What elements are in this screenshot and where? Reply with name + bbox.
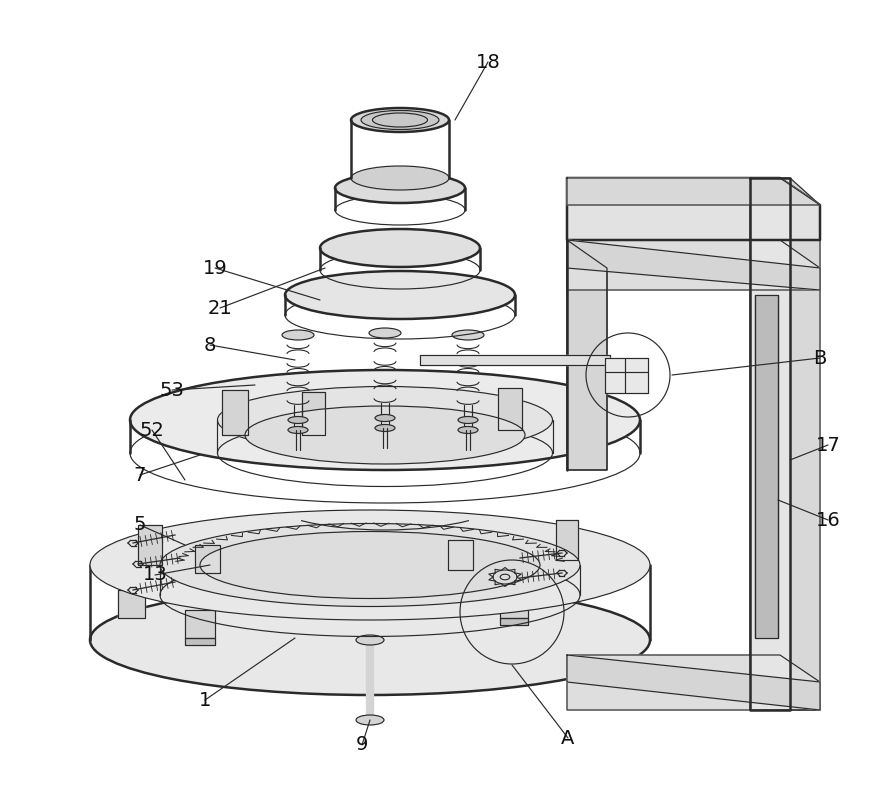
- Ellipse shape: [375, 415, 395, 422]
- Text: 1: 1: [198, 690, 211, 710]
- Polygon shape: [567, 240, 607, 470]
- Polygon shape: [567, 178, 820, 205]
- Ellipse shape: [90, 510, 650, 620]
- Ellipse shape: [351, 166, 449, 190]
- Ellipse shape: [217, 386, 553, 453]
- Text: A: A: [562, 729, 575, 748]
- Polygon shape: [567, 655, 820, 710]
- Text: 19: 19: [203, 258, 228, 278]
- Ellipse shape: [200, 531, 540, 598]
- Polygon shape: [567, 178, 820, 240]
- Text: 21: 21: [207, 298, 232, 317]
- Polygon shape: [567, 240, 820, 290]
- Ellipse shape: [361, 110, 439, 130]
- Polygon shape: [567, 655, 820, 710]
- Ellipse shape: [245, 406, 525, 464]
- Ellipse shape: [288, 416, 308, 423]
- Polygon shape: [556, 520, 578, 560]
- Ellipse shape: [356, 715, 384, 725]
- Ellipse shape: [335, 173, 465, 203]
- Ellipse shape: [356, 635, 384, 645]
- Polygon shape: [750, 178, 820, 710]
- Polygon shape: [755, 295, 778, 638]
- Ellipse shape: [320, 229, 480, 267]
- Text: 9: 9: [356, 736, 369, 755]
- Text: 53: 53: [159, 380, 184, 400]
- Text: 5: 5: [134, 515, 146, 534]
- Text: B: B: [813, 349, 827, 368]
- Text: 16: 16: [816, 511, 841, 530]
- Polygon shape: [605, 358, 648, 393]
- Ellipse shape: [130, 370, 640, 470]
- Ellipse shape: [375, 424, 395, 431]
- Ellipse shape: [458, 416, 478, 423]
- Polygon shape: [498, 388, 522, 430]
- Polygon shape: [420, 355, 610, 365]
- Polygon shape: [185, 610, 215, 638]
- Polygon shape: [195, 545, 220, 573]
- Text: 52: 52: [140, 420, 165, 439]
- Polygon shape: [500, 590, 528, 618]
- Ellipse shape: [369, 328, 401, 338]
- Polygon shape: [302, 392, 325, 435]
- Ellipse shape: [282, 330, 314, 340]
- Polygon shape: [448, 540, 473, 570]
- Ellipse shape: [160, 523, 580, 607]
- Ellipse shape: [285, 271, 515, 319]
- Polygon shape: [118, 590, 145, 618]
- Text: 8: 8: [204, 335, 216, 354]
- Polygon shape: [500, 618, 528, 625]
- Polygon shape: [750, 178, 790, 710]
- Ellipse shape: [458, 427, 478, 434]
- Ellipse shape: [90, 585, 650, 695]
- Polygon shape: [567, 240, 820, 290]
- Text: 18: 18: [476, 53, 501, 72]
- Polygon shape: [185, 638, 215, 645]
- Text: 13: 13: [143, 566, 167, 585]
- Ellipse shape: [351, 108, 449, 132]
- Text: 17: 17: [816, 435, 841, 455]
- Text: 7: 7: [134, 465, 146, 485]
- Ellipse shape: [452, 330, 484, 340]
- Polygon shape: [138, 525, 162, 565]
- Ellipse shape: [288, 427, 308, 434]
- Polygon shape: [222, 390, 248, 435]
